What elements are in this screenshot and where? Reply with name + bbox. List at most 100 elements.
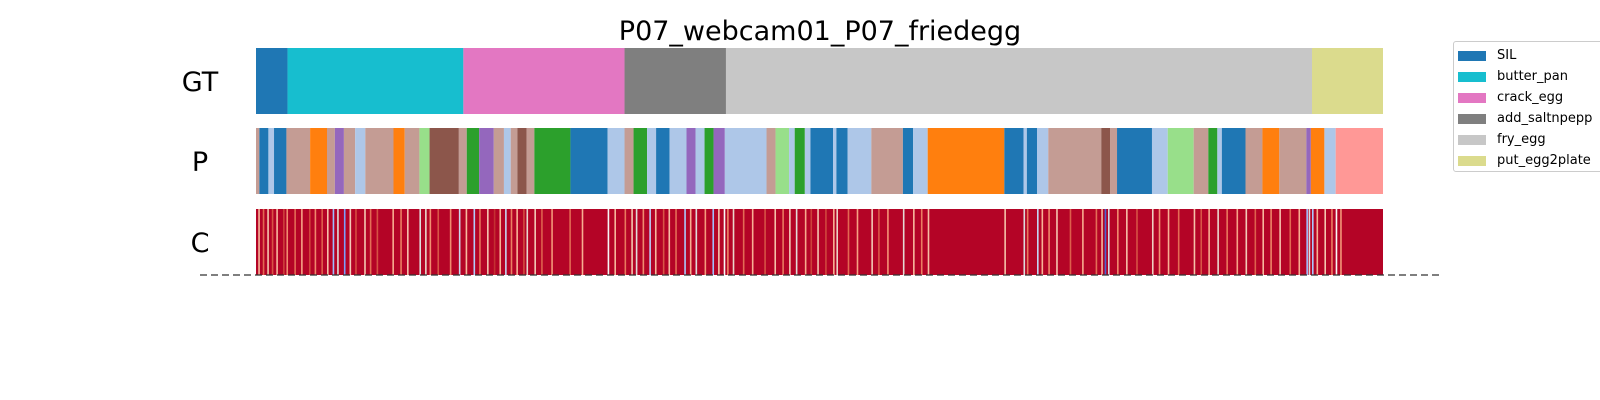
segment-p xyxy=(493,128,504,194)
segment-p xyxy=(1208,128,1218,194)
segment-p xyxy=(647,128,657,194)
row-label-gt: GT xyxy=(182,67,219,98)
segment-p xyxy=(479,128,494,194)
segment-gt xyxy=(725,48,1312,114)
segment-p xyxy=(704,128,714,194)
confidence-stripe xyxy=(847,209,850,275)
segment-p xyxy=(713,128,725,194)
segment-p xyxy=(256,128,260,194)
confidence-stripe xyxy=(927,209,930,275)
segment-p xyxy=(633,128,648,194)
confidence-stripe xyxy=(337,209,339,275)
segment-p xyxy=(274,128,287,194)
confidence-stripe xyxy=(1308,209,1311,275)
segment-p xyxy=(1262,128,1280,194)
confidence-stripe xyxy=(1200,209,1203,275)
confidence-stripe xyxy=(1069,209,1072,275)
legend-item: crack_egg xyxy=(1454,87,1600,108)
confidence-stripe xyxy=(294,209,296,275)
segment-p xyxy=(1310,128,1325,194)
confidence-stripe xyxy=(1101,209,1103,275)
confidence-stripe xyxy=(1037,209,1039,275)
segment-p xyxy=(1279,128,1307,194)
segment-p xyxy=(1048,128,1102,194)
confidence-stripe xyxy=(523,209,525,275)
segment-p xyxy=(1037,128,1049,194)
confidence-stripe xyxy=(825,209,827,275)
segment-p xyxy=(1101,128,1111,194)
confidence-stripe xyxy=(723,209,726,275)
legend-swatch xyxy=(1458,113,1486,124)
confidence-stripe xyxy=(1226,209,1228,275)
confidence-stripe xyxy=(271,209,274,275)
confidence-stripe xyxy=(704,209,707,275)
confidence-stripe xyxy=(327,209,329,275)
confidence-stripe xyxy=(836,209,838,275)
confidence-stripe xyxy=(258,209,260,275)
confidence-stripe xyxy=(1151,209,1154,275)
confidence-stripe xyxy=(742,209,745,275)
segment-p xyxy=(365,128,394,194)
confidence-stripe xyxy=(635,209,638,275)
segment-p xyxy=(624,128,634,194)
confidence-stripe xyxy=(751,209,754,275)
segment-p xyxy=(404,128,420,194)
row-label-p: P xyxy=(192,147,208,178)
segment-p xyxy=(607,128,625,194)
segment-p xyxy=(503,128,511,194)
confidence-stripe xyxy=(607,209,610,275)
confidence-stripe xyxy=(551,209,553,275)
confidence-stripe xyxy=(1306,209,1308,275)
confidence-stripe xyxy=(276,209,278,275)
segment-p xyxy=(927,128,1005,194)
segment-p xyxy=(1193,128,1209,194)
confidence-stripe xyxy=(695,209,698,275)
confidence-stripe xyxy=(614,209,616,275)
confidence-stripe xyxy=(727,209,729,275)
confidence-stripe xyxy=(1004,209,1006,275)
confidence-stripe xyxy=(479,209,481,275)
confidence-stripe xyxy=(286,209,289,275)
confidence-stripe xyxy=(364,209,366,275)
segment-gt xyxy=(256,48,288,114)
legend-item: SIL xyxy=(1454,45,1600,66)
segment-p xyxy=(810,128,834,194)
confidence-stripe xyxy=(642,209,645,275)
confidence-stripe xyxy=(675,209,677,275)
legend-item: add_saltnpepp xyxy=(1454,108,1600,129)
confidence-stripe xyxy=(429,209,432,275)
legend-swatch xyxy=(1458,92,1486,103)
segment-p xyxy=(355,128,366,194)
confidence-stripe xyxy=(774,209,777,275)
segment-p xyxy=(1217,128,1222,194)
confidence-stripe xyxy=(262,209,265,275)
segment-p xyxy=(458,128,467,194)
confidence-stripe xyxy=(1236,209,1239,275)
legend: SIL butter_pan crack_egg add_saltnpepp fry_e… xyxy=(1453,41,1600,172)
confidence-stripe xyxy=(1331,209,1333,275)
confidence-stripe xyxy=(1041,209,1044,275)
segment-p xyxy=(343,128,356,194)
segment-p xyxy=(789,128,795,194)
confidence-stripe xyxy=(1312,209,1314,275)
confidence-stripe xyxy=(487,209,489,275)
confidence-stripe xyxy=(308,209,311,275)
confidence-stripe xyxy=(1056,209,1058,275)
confidence-stripe xyxy=(624,209,627,275)
legend-label: add_saltnpepp xyxy=(1497,111,1593,126)
confidence-stripe xyxy=(920,209,923,275)
segment-p xyxy=(775,128,790,194)
confidence-stripe xyxy=(902,209,905,275)
segment-p xyxy=(913,128,928,194)
legend-label: butter_pan xyxy=(1497,69,1568,84)
segment-p xyxy=(517,128,527,194)
legend-swatch xyxy=(1458,134,1486,145)
confidence-stripe xyxy=(1340,209,1342,275)
legend-label: SIL xyxy=(1497,48,1517,63)
confidence-stripe xyxy=(1335,209,1338,275)
segment-p xyxy=(419,128,430,194)
legend-item: butter_pan xyxy=(1454,66,1600,87)
confidence-stripe xyxy=(631,209,633,275)
confidence-stripe xyxy=(541,209,543,275)
